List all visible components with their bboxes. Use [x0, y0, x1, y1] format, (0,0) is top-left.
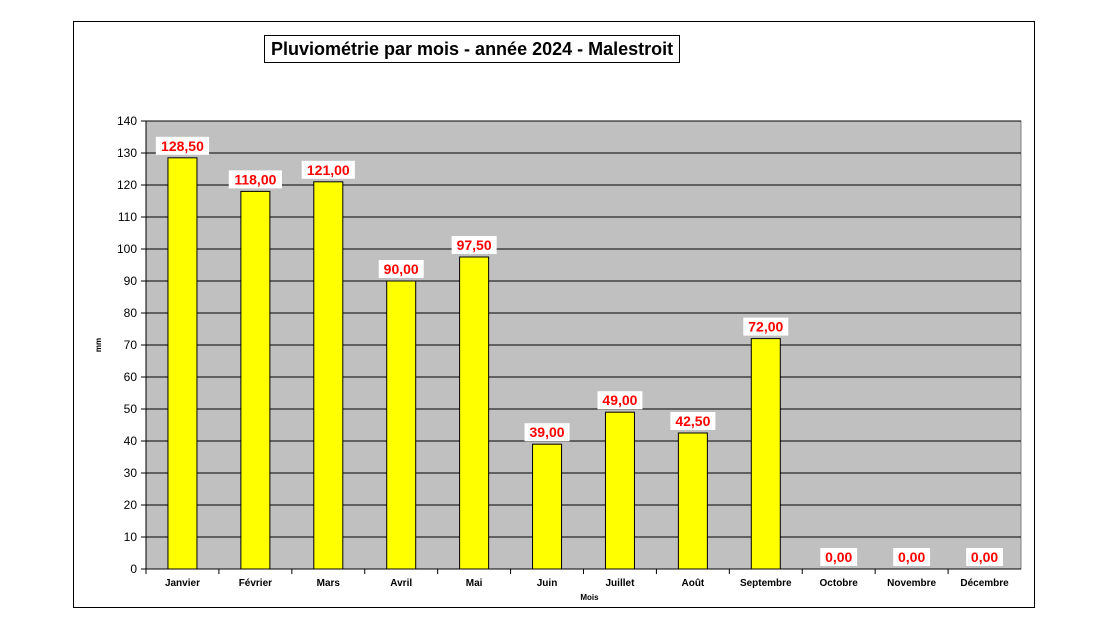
data-label: 72,00	[743, 317, 789, 336]
y-tick-label: 130	[117, 146, 137, 160]
data-label: 0,00	[820, 548, 858, 566]
bar-juillet	[604, 411, 635, 570]
data-label-text: 90,00	[384, 261, 419, 277]
data-label: 118,00	[228, 170, 282, 189]
data-label-background	[524, 423, 570, 442]
x-category-label: Décembre	[960, 578, 1009, 589]
y-axis-title: mm	[94, 338, 103, 352]
data-label: 39,00	[524, 423, 570, 442]
data-label-background	[743, 317, 789, 336]
x-category-label: Août	[681, 578, 704, 589]
data-label-background	[228, 170, 282, 189]
y-tick-label: 140	[117, 114, 137, 128]
data-label-text: 0,00	[971, 549, 998, 565]
data-label-background	[893, 548, 931, 566]
y-tick-label: 20	[124, 498, 138, 512]
bar-février	[240, 190, 271, 570]
data-label: 49,00	[597, 391, 643, 410]
data-label-text: 0,00	[898, 549, 925, 565]
data-label-background	[820, 548, 858, 566]
data-label-text: 97,50	[457, 237, 492, 253]
data-label-text: 72,00	[748, 319, 783, 335]
y-tick-label: 50	[124, 402, 138, 416]
y-tick-label: 60	[124, 370, 138, 384]
data-label-text: 42,50	[675, 413, 710, 429]
bar-août	[677, 432, 708, 570]
x-axis-categories: Janvier Février Mars Avril Mai Juin Juillet Aoû…	[145, 569, 1009, 589]
data-label: 90,00	[378, 260, 424, 278]
data-label: 121,00	[301, 160, 355, 179]
x-category-label: Février	[239, 578, 272, 589]
data-label-text: 128,50	[161, 138, 204, 154]
y-tick-label: 90	[124, 274, 138, 288]
y-tick-label: 120	[117, 178, 137, 192]
y-tick-label: 100	[117, 242, 137, 256]
bar-avril	[386, 280, 417, 570]
x-axis-title: Mois	[580, 593, 599, 602]
y-tick-label: 40	[124, 434, 138, 448]
bar-septembre	[750, 338, 781, 570]
chart-title: Pluviométrie par mois - année 2024 - Mal…	[264, 35, 681, 63]
x-category-label: Juin	[537, 578, 558, 589]
x-category-label: Juillet	[606, 578, 636, 589]
y-axis-ticks: 0 10 20 30 40 50 60 70 80 90 100 110 120 130 140	[117, 114, 146, 576]
y-tick-label: 70	[124, 338, 138, 352]
y-tick-label: 30	[124, 466, 138, 480]
bar-juin	[532, 443, 563, 570]
data-label-background	[966, 548, 1003, 566]
data-label-text: 0,00	[825, 549, 852, 565]
data-label-background	[670, 412, 716, 430]
gridlines	[146, 120, 1021, 538]
bar-mai	[459, 256, 490, 570]
bar-janvier	[167, 157, 198, 570]
bars	[167, 157, 781, 570]
y-tick-label: 80	[124, 306, 138, 320]
data-label-background	[597, 391, 643, 410]
data-label-background	[301, 160, 355, 179]
data-label-text: 49,00	[602, 392, 637, 408]
bar-mars	[313, 181, 344, 570]
y-tick-label: 10	[124, 530, 138, 544]
y-tick-label: 0	[130, 562, 137, 576]
y-tick-label: 110	[118, 210, 137, 224]
data-label-background	[378, 260, 424, 278]
data-label-text: 39,00	[530, 424, 565, 440]
data-label: 128,50	[155, 136, 210, 155]
x-category-label: Septembre	[740, 578, 792, 589]
x-category-label: Janvier	[165, 578, 200, 589]
x-category-label: Avril	[390, 578, 412, 589]
data-label-background	[451, 236, 497, 254]
data-label: 0,00	[893, 548, 931, 566]
x-category-label: Novembre	[887, 578, 936, 589]
data-label: 0,00	[966, 548, 1003, 566]
x-category-label: Mai	[466, 578, 483, 589]
x-category-label: Mars	[317, 578, 341, 589]
data-label-text: 121,00	[307, 162, 350, 178]
data-label: 97,50	[451, 236, 497, 254]
x-category-label: Octobre	[820, 578, 859, 589]
data-label-text: 118,00	[234, 171, 276, 187]
data-label-background	[155, 136, 210, 155]
data-labels: 128,50 118,00 121,00 90,00 97,50 39,00 49,00 42…	[155, 136, 1003, 566]
data-label: 42,50	[670, 412, 716, 430]
